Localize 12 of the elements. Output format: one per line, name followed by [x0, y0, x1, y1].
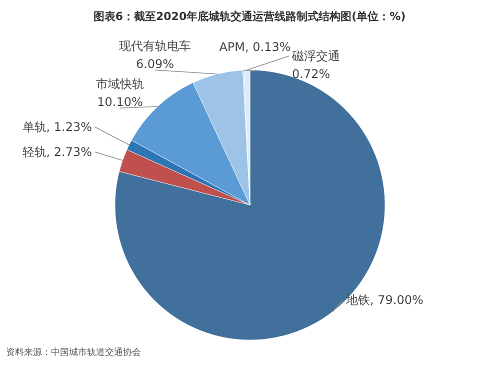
- slice-label: 单轨, 1.23%: [22, 120, 92, 134]
- slice-label: APM, 0.13%: [219, 40, 291, 54]
- slice-label: 地铁, 79.00%: [345, 293, 424, 307]
- text: 资料来源：中国城市轨道交通协会: [6, 347, 141, 358]
- slice-label: 磁浮交通: [291, 49, 340, 63]
- slice-label: 现代有轨电车: [119, 39, 191, 53]
- data-label: 10.10%: [97, 95, 143, 109]
- slice-label: 市域快轨: [96, 77, 144, 91]
- data-label: 6.09%: [136, 57, 174, 71]
- data-label: 0.72%: [292, 67, 330, 81]
- chart-title: 图表6：截至2020年底城轨交通运营线路制式结构图(单位：%): [93, 10, 406, 23]
- slice-label: 轻轨, 2.73%: [22, 145, 92, 159]
